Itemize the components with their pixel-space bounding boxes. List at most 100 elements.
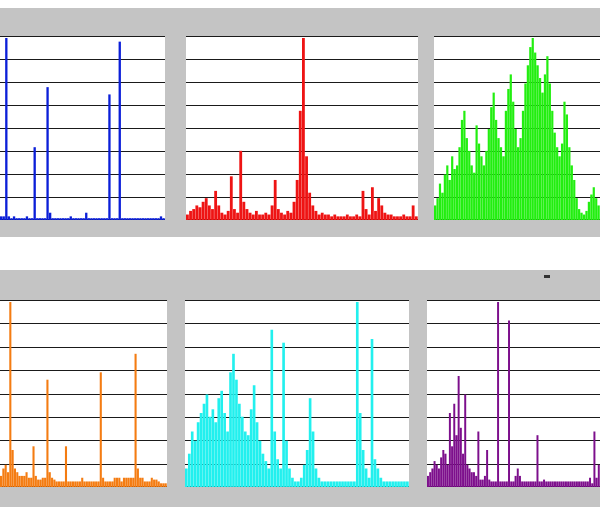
histogram-bar bbox=[567, 481, 570, 487]
histogram-bar bbox=[490, 481, 493, 487]
histogram-bar bbox=[392, 216, 396, 220]
histogram-bar bbox=[582, 481, 585, 487]
histogram-bar bbox=[448, 179, 451, 220]
histogram-bar bbox=[25, 216, 29, 220]
histogram-panel-red bbox=[186, 36, 418, 220]
histogram-bar bbox=[51, 218, 54, 220]
histogram-panel-purple bbox=[427, 300, 600, 487]
histogram-bar bbox=[339, 216, 343, 220]
histogram-bar bbox=[246, 435, 250, 487]
histogram-bar bbox=[121, 218, 124, 220]
histogram-bar bbox=[380, 205, 384, 220]
histogram-bar bbox=[95, 218, 98, 220]
histogram-bar bbox=[492, 92, 495, 220]
histogram-bar bbox=[298, 110, 302, 220]
histogram-bar bbox=[285, 440, 288, 487]
histogram-bar bbox=[97, 481, 100, 487]
histogram-bar bbox=[589, 477, 592, 487]
histogram-bar bbox=[136, 468, 139, 487]
histogram-bar bbox=[57, 481, 61, 487]
histogram-bar bbox=[149, 218, 152, 220]
histogram-bar bbox=[429, 472, 432, 487]
histogram-bar bbox=[251, 214, 255, 220]
histogram-bar bbox=[551, 110, 554, 220]
histogram-bar bbox=[485, 150, 488, 220]
histogram-bar bbox=[76, 481, 79, 487]
histogram-bar bbox=[460, 119, 464, 220]
histogram-bar bbox=[113, 218, 116, 220]
histogram-bar bbox=[585, 210, 588, 220]
histogram-bar bbox=[352, 216, 355, 220]
histogram-bar bbox=[276, 209, 280, 220]
histogram-bar bbox=[553, 132, 556, 220]
histogram-bar bbox=[71, 481, 74, 487]
histogram-bar bbox=[436, 198, 439, 220]
histogram-bar bbox=[355, 302, 359, 487]
histogram-bar bbox=[534, 52, 537, 220]
histogram-bar bbox=[53, 479, 56, 487]
histogram-bar bbox=[69, 216, 72, 220]
histogram-bar bbox=[477, 431, 480, 487]
histogram-bar bbox=[62, 481, 65, 487]
histogram-bar bbox=[83, 481, 86, 487]
histogram-bar bbox=[33, 147, 36, 220]
histogram-bar bbox=[481, 479, 484, 487]
histogram-bar bbox=[229, 176, 233, 220]
histogram-bar bbox=[527, 481, 530, 487]
histogram-bar bbox=[453, 403, 456, 487]
histogram-bar bbox=[90, 481, 93, 487]
histogram-svg bbox=[0, 300, 167, 487]
histogram-bar bbox=[591, 483, 594, 487]
histogram-bar bbox=[308, 398, 312, 487]
histogram-bar bbox=[44, 477, 47, 487]
histogram-panel-cyan bbox=[185, 300, 409, 487]
histogram-bar bbox=[558, 156, 561, 220]
histogram-panel-orange bbox=[0, 300, 167, 487]
histogram-bar bbox=[582, 214, 586, 220]
histogram-bar bbox=[30, 218, 34, 220]
histogram-bar bbox=[470, 472, 473, 487]
histogram-bar bbox=[5, 38, 8, 220]
histogram-bar bbox=[92, 218, 96, 220]
histogram-bar bbox=[126, 218, 129, 220]
histogram-bar bbox=[128, 218, 132, 220]
histogram-bar bbox=[397, 481, 400, 487]
histogram-bar bbox=[48, 212, 52, 220]
histogram-bar bbox=[383, 212, 387, 220]
histogram-bar bbox=[329, 481, 333, 487]
histogram-bar bbox=[385, 481, 389, 487]
histogram-bar bbox=[495, 119, 498, 220]
histogram-bar bbox=[311, 205, 315, 220]
histogram-bar bbox=[248, 212, 252, 220]
histogram-bar bbox=[545, 481, 548, 487]
histogram-bar bbox=[451, 156, 454, 220]
histogram-bar bbox=[529, 47, 532, 220]
histogram-bar bbox=[152, 218, 155, 220]
histogram-bar bbox=[462, 453, 465, 487]
histogram-bar bbox=[214, 422, 218, 487]
histogram-bar bbox=[382, 481, 386, 487]
histogram-bar bbox=[264, 461, 268, 487]
histogram-bar bbox=[81, 477, 84, 487]
histogram-bar bbox=[195, 205, 199, 220]
histogram-bar bbox=[16, 472, 19, 487]
histogram-bar bbox=[82, 218, 85, 220]
histogram-bar bbox=[364, 209, 368, 220]
histogram-bar bbox=[110, 218, 114, 220]
histogram-bar bbox=[519, 138, 522, 220]
histogram-bar bbox=[367, 214, 371, 220]
histogram-bar bbox=[141, 477, 144, 487]
histogram-bar bbox=[60, 481, 63, 487]
histogram-bar bbox=[36, 218, 39, 220]
histogram-bar bbox=[88, 481, 91, 487]
histogram-bar bbox=[286, 210, 290, 220]
histogram-bar bbox=[51, 477, 54, 487]
histogram-bar bbox=[479, 479, 482, 487]
histogram-bar bbox=[314, 468, 318, 487]
histogram-bar bbox=[267, 468, 271, 487]
histogram-bar bbox=[157, 481, 160, 487]
histogram-bar bbox=[514, 129, 517, 220]
histogram-bar bbox=[189, 210, 192, 220]
histogram-bar bbox=[341, 481, 344, 487]
histogram-bar bbox=[458, 147, 461, 220]
